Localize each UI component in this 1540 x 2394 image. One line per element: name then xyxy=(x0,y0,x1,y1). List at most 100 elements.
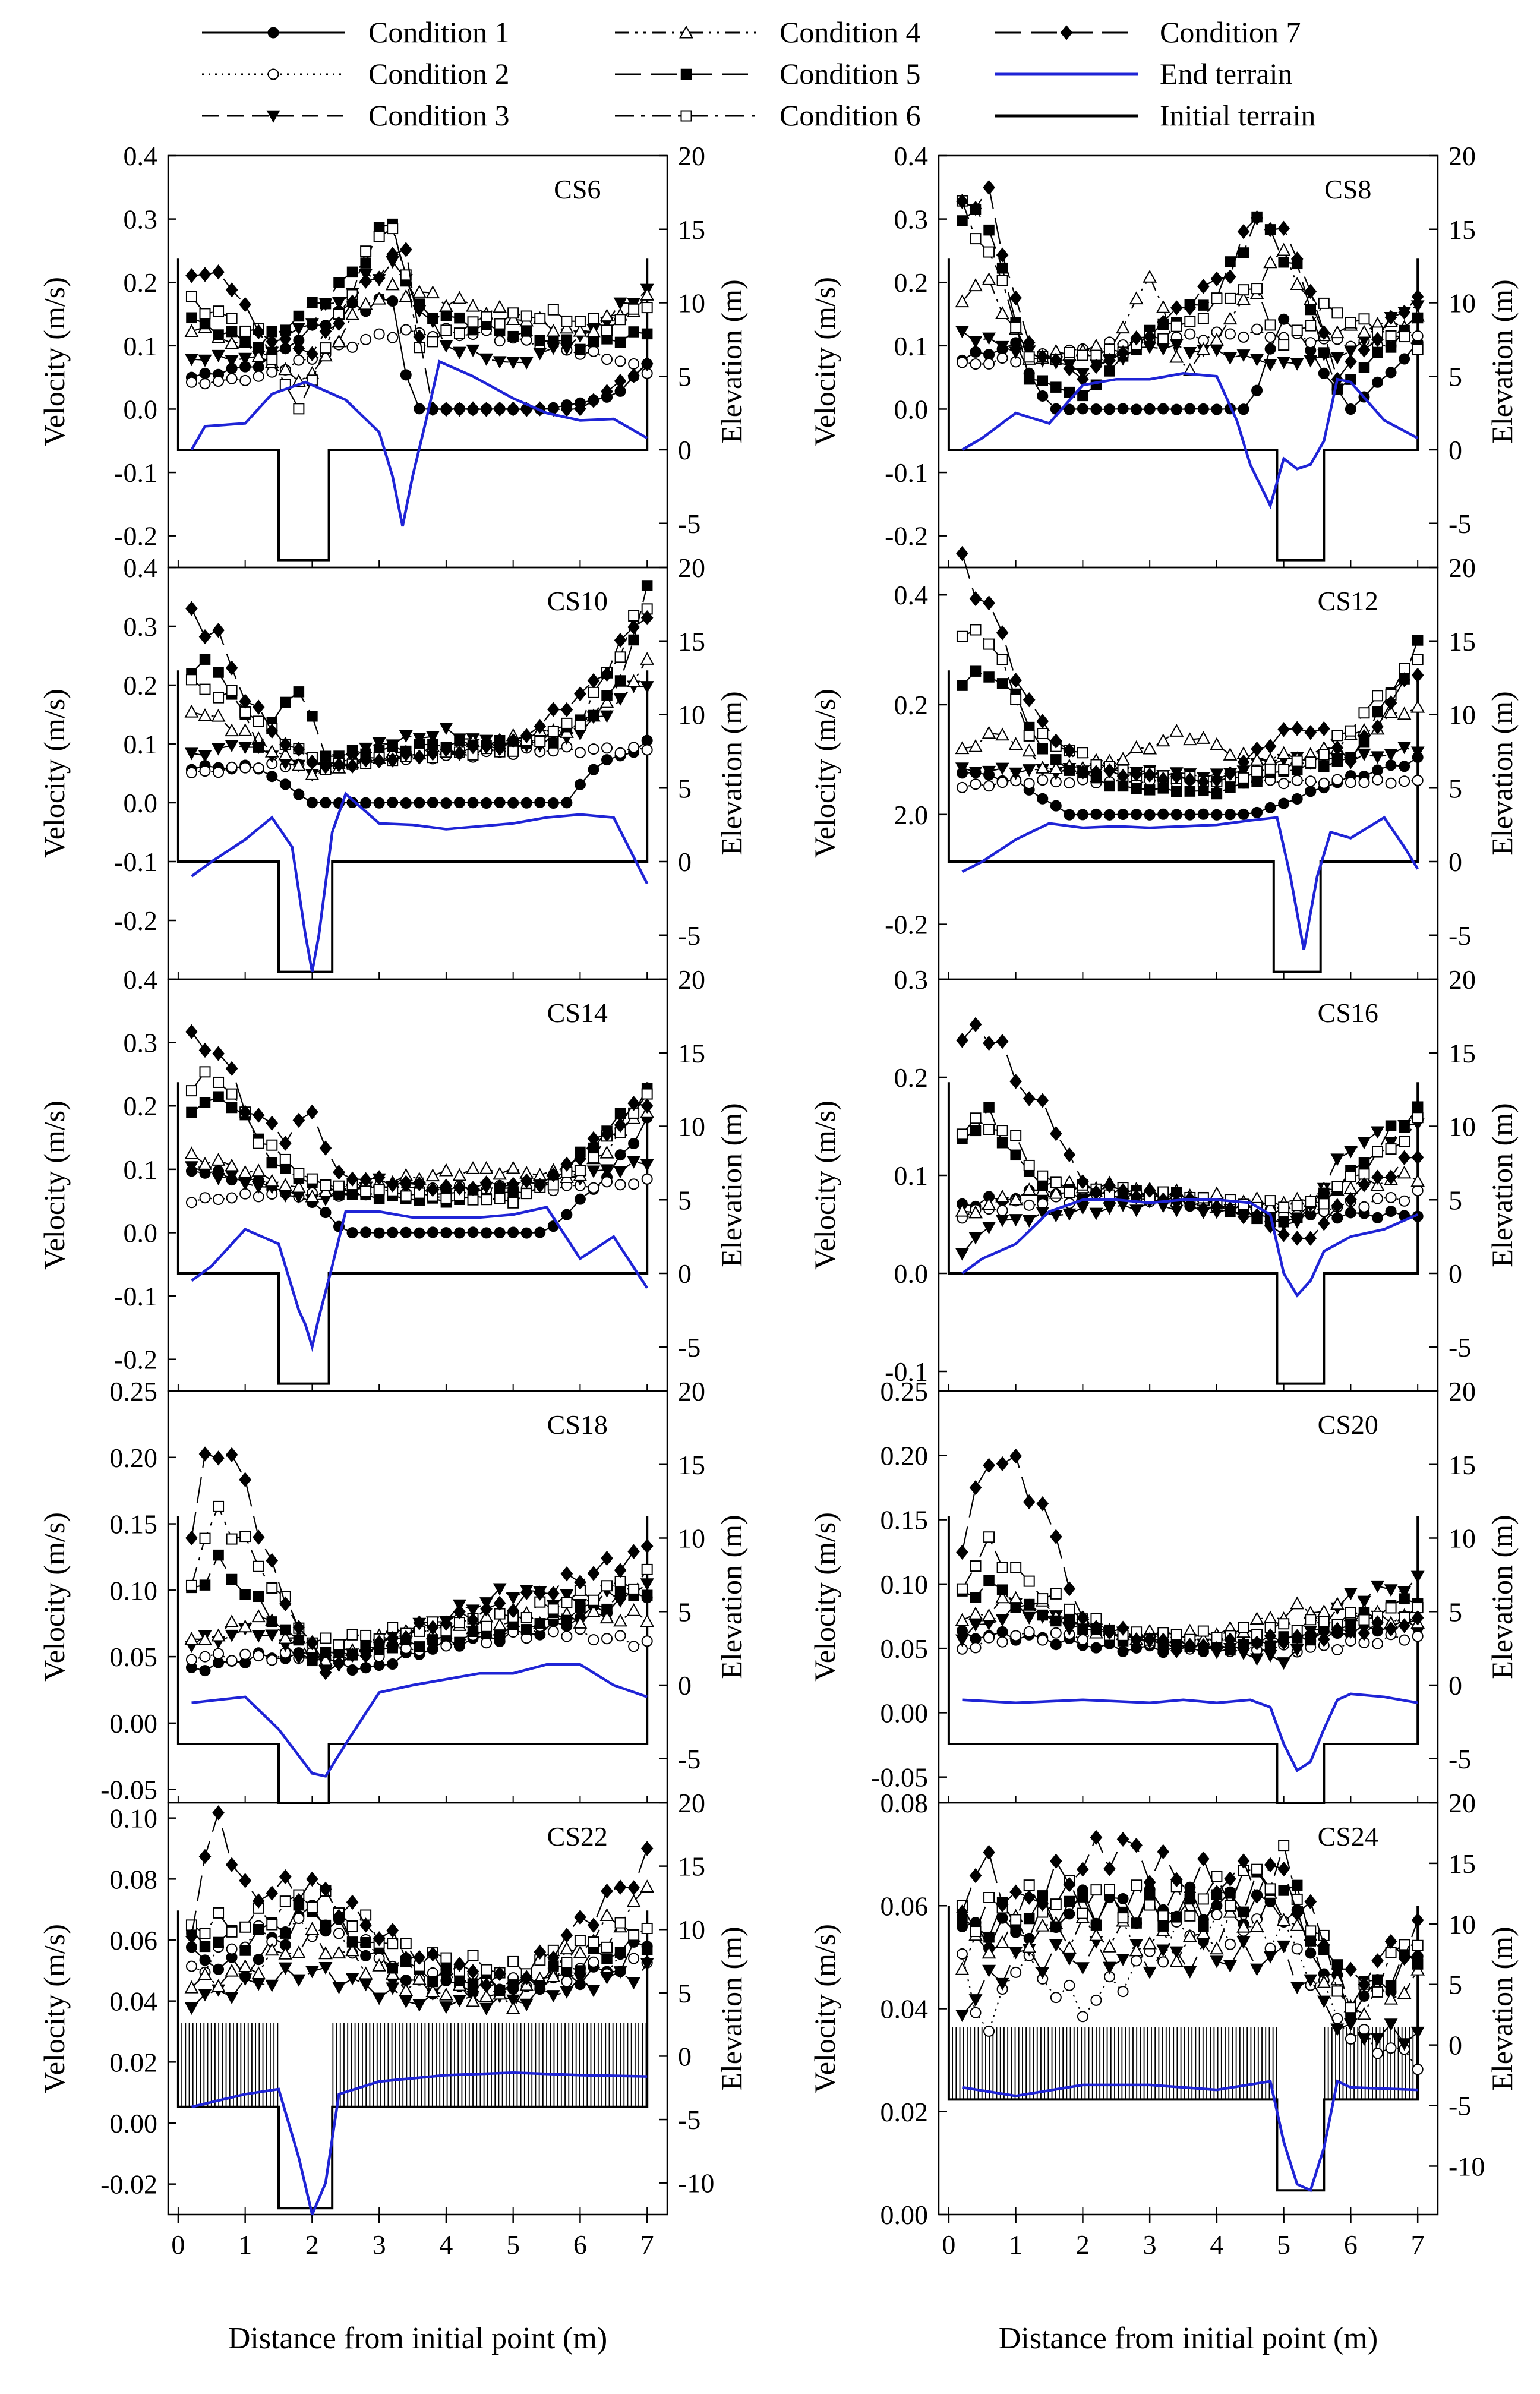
right-tick-label: 20 xyxy=(1449,141,1476,171)
data-point xyxy=(493,1595,506,1611)
data-point xyxy=(439,722,453,736)
data-point xyxy=(1117,1893,1129,1904)
data-point xyxy=(1077,1891,1088,1903)
data-point xyxy=(1224,1900,1236,1912)
data-point xyxy=(1090,1830,1103,1845)
data-point xyxy=(1197,1625,1209,1637)
data-point xyxy=(519,1998,534,2011)
data-point xyxy=(996,1584,1008,1595)
data-point xyxy=(186,1106,197,1118)
data-point xyxy=(226,1102,238,1114)
data-point xyxy=(1411,1610,1424,1626)
data-point xyxy=(1197,808,1209,820)
data-point xyxy=(955,762,969,775)
data-point xyxy=(1412,1101,1424,1112)
data-point xyxy=(955,1248,969,1261)
data-point xyxy=(1225,781,1236,793)
data-point xyxy=(466,1994,480,2007)
data-point xyxy=(1171,1912,1182,1923)
data-point xyxy=(1343,1588,1358,1601)
data-point xyxy=(399,1950,412,1966)
data-point xyxy=(968,1205,983,1219)
data-point xyxy=(1197,1851,1210,1867)
data-point xyxy=(1399,775,1410,787)
data-point xyxy=(306,1871,318,1887)
data-point xyxy=(983,595,995,611)
data-point xyxy=(213,329,224,340)
data-point xyxy=(956,1544,968,1560)
data-point xyxy=(983,1931,995,1943)
data-point xyxy=(385,277,400,291)
data-point xyxy=(520,1173,533,1188)
data-point xyxy=(318,1184,333,1197)
data-point xyxy=(534,718,547,734)
data-point xyxy=(1157,314,1170,330)
data-point xyxy=(1224,1201,1236,1216)
data-point xyxy=(265,1979,279,1992)
data-point xyxy=(239,297,251,313)
data-point xyxy=(628,1929,640,1941)
data-point xyxy=(1357,2007,1371,2020)
data-point xyxy=(333,316,345,332)
data-point xyxy=(599,308,614,322)
data-point xyxy=(982,1222,996,1235)
end-terrain xyxy=(191,1663,648,1778)
data-point xyxy=(1250,354,1264,367)
data-point xyxy=(414,1641,425,1652)
data-point xyxy=(1036,1093,1049,1108)
data-point xyxy=(399,242,412,257)
right-tick-label: 10 xyxy=(678,1914,705,1945)
data-point xyxy=(252,1893,265,1909)
data-point xyxy=(239,1648,251,1660)
right-axis-title: Elevation (m) xyxy=(715,1103,748,1267)
data-point xyxy=(1358,1177,1371,1193)
right-axis-title: Elevation (m) xyxy=(1485,1103,1519,1267)
data-point xyxy=(1157,333,1169,345)
data-point xyxy=(1318,367,1330,379)
right-tick-label: -5 xyxy=(678,920,700,951)
data-point xyxy=(1264,222,1277,238)
data-point xyxy=(982,726,996,739)
data-point xyxy=(1144,1889,1156,1900)
data-point xyxy=(640,1538,654,1554)
data-point xyxy=(520,1612,532,1624)
data-point xyxy=(983,246,995,258)
data-point xyxy=(1064,777,1075,789)
data-point xyxy=(251,1966,266,1979)
data-point xyxy=(399,289,414,302)
data-point xyxy=(184,747,198,761)
data-point xyxy=(239,1531,251,1543)
data-point xyxy=(225,1857,238,1872)
initial-terrain xyxy=(947,670,1419,973)
left-tick-label: 0.2 xyxy=(124,267,158,298)
data-point xyxy=(507,401,519,417)
end-terrain xyxy=(961,372,1419,510)
data-point xyxy=(1036,1496,1049,1512)
data-point xyxy=(387,332,399,343)
data-point xyxy=(1090,764,1103,780)
data-point xyxy=(1290,1629,1304,1644)
data-point xyxy=(641,1088,653,1100)
data-point xyxy=(1384,695,1397,711)
left-axis-title: Velocity (m/s) xyxy=(37,1512,71,1682)
data-point xyxy=(1238,284,1249,296)
data-point xyxy=(238,1619,253,1633)
x-tick-label: 5 xyxy=(506,2229,520,2260)
data-point xyxy=(1305,1925,1317,1937)
data-point xyxy=(1143,1182,1156,1198)
data-point xyxy=(253,1137,264,1149)
x-axis-title: Distance from initial point (m) xyxy=(999,2322,1378,2355)
data-point xyxy=(575,343,586,355)
data-point xyxy=(360,245,372,257)
data-point xyxy=(614,355,626,367)
data-point xyxy=(547,1167,560,1182)
data-point xyxy=(628,326,639,338)
data-point xyxy=(1198,299,1209,311)
data-point xyxy=(1250,1653,1264,1666)
data-point xyxy=(559,1941,574,1955)
data-point xyxy=(238,1178,253,1191)
data-point xyxy=(1077,1610,1089,1626)
data-point xyxy=(225,1447,238,1462)
data-point xyxy=(199,1941,211,1953)
data-point xyxy=(1157,403,1169,415)
